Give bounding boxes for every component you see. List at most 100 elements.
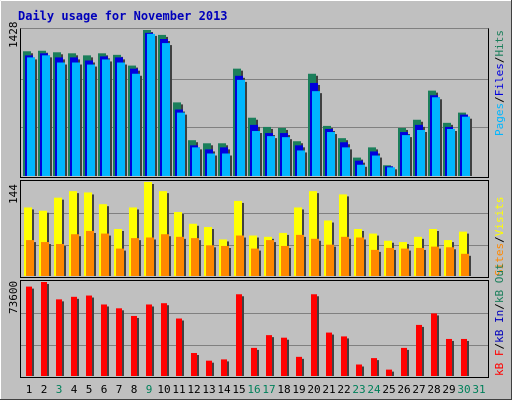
x-tick-label: 31 (472, 383, 485, 396)
pages-bar (87, 64, 95, 176)
sites-bar (206, 245, 214, 276)
sites-bar-shadow (79, 236, 81, 276)
pages-bar (447, 128, 455, 176)
kbf-bar-shadow (47, 284, 49, 376)
x-tick-label: 17 (262, 383, 275, 396)
kbf-bar (56, 299, 62, 376)
sites-bar-shadow (424, 249, 426, 276)
sites-bar (41, 242, 49, 276)
sites-bar-shadow (334, 246, 336, 276)
kbf-bar (251, 347, 257, 376)
kbf-bar (341, 336, 347, 376)
pages-bar-shadow (80, 64, 82, 176)
sites-bar-shadow (169, 236, 171, 276)
pages-bar-shadow (290, 139, 292, 176)
kbf-bar (146, 304, 152, 376)
pages-bar-shadow (350, 149, 352, 176)
sites-bar (281, 245, 289, 276)
sites-bar (221, 245, 229, 276)
x-tick-label: 24 (367, 383, 381, 396)
kbf-bar-shadow (152, 306, 154, 376)
sites-bar-shadow (274, 242, 276, 276)
pages-bar (282, 137, 290, 176)
kbf-bar-shadow (227, 361, 229, 376)
pages-bar-shadow (455, 130, 457, 176)
sites-bar (446, 247, 454, 276)
kbf-bar-shadow (347, 338, 349, 376)
x-tick-label: 18 (277, 383, 290, 396)
x-tick-label: 21 (322, 383, 335, 396)
x-tick-label: 22 (337, 383, 350, 396)
x-tick-label: 5 (86, 383, 93, 396)
x-tick-label: 10 (157, 383, 170, 396)
sites-bar-shadow (109, 235, 111, 276)
kbf-bar-shadow (407, 349, 409, 376)
kbf-bar-shadow (257, 349, 259, 376)
kbf-bar-shadow (137, 317, 139, 376)
x-tick-label: 9 (146, 383, 153, 396)
sites-bar (326, 244, 334, 276)
hits-files-pages-panel (20, 28, 489, 178)
kbf-bar-shadow (467, 340, 469, 376)
x-tick-label: 20 (307, 383, 320, 396)
sites-bar (146, 237, 154, 276)
pages-bar (252, 131, 260, 176)
x-tick-label: 8 (131, 383, 138, 396)
sites-bar-shadow (289, 247, 291, 276)
pages-bar (372, 155, 380, 176)
kbf-bar (221, 359, 227, 376)
visits-bar (54, 197, 62, 276)
pages-bar (432, 97, 440, 176)
pages-bar (132, 73, 140, 176)
pages-bar-shadow (410, 137, 412, 176)
pages-bar-shadow (170, 45, 172, 176)
grid-bottom (21, 313, 488, 346)
x-tick-label: 28 (427, 383, 440, 396)
pages-bar (207, 153, 215, 176)
visits-sites-panel (20, 180, 489, 278)
visits-bar (309, 191, 317, 276)
kbf-bar-shadow (62, 301, 64, 376)
visits-bar-shadow (347, 196, 349, 276)
middle-ymax-label: 144 (7, 184, 20, 204)
bars-top (23, 30, 472, 177)
pages-bar (402, 135, 410, 176)
visits-bar (69, 191, 77, 276)
kbf-bar-shadow (92, 297, 94, 376)
x-tick-label: 2 (41, 383, 48, 396)
kbf-bar (206, 360, 212, 376)
kbf-bar (401, 347, 407, 376)
pages-bar (147, 33, 155, 176)
sites-bar (71, 234, 79, 276)
x-tick-label: 15 (232, 383, 245, 396)
sites-bar (431, 246, 439, 276)
sites-bar-shadow (154, 239, 156, 276)
legend-bottom: kB F/kB In/kB Out (493, 263, 506, 376)
kbf-bar (236, 294, 242, 376)
pages-bar-shadow (65, 64, 67, 176)
kbf-bar-shadow (182, 320, 184, 376)
kbf-bar-shadow (167, 305, 169, 376)
kbf-bar-shadow (317, 296, 319, 376)
kbf-bar-shadow (272, 337, 274, 376)
x-axis-day-labels: 1 2 3 4 5 6 7 8 9 10 11 12 13 14 15 16 17 18 19 20 21 22 23 24 2… (26, 383, 486, 396)
kbf-bar (416, 324, 422, 376)
kbf-bar (386, 369, 392, 376)
kbf-bar (161, 303, 167, 376)
sites-bar (371, 249, 379, 276)
bars-bottom (26, 282, 469, 376)
pages-bar-shadow (125, 64, 127, 176)
sites-bar-shadow (34, 242, 36, 276)
sites-bar (26, 240, 34, 276)
kbf-bar-shadow (362, 366, 364, 376)
bars-middle (24, 182, 471, 276)
x-tick-label: 19 (292, 383, 305, 396)
pages-bar (42, 55, 50, 176)
sites-bar-shadow (49, 244, 51, 276)
pages-bar-shadow (230, 155, 232, 176)
visits-bar-shadow (317, 193, 319, 276)
pages-bar (192, 147, 200, 176)
x-tick-label: 7 (116, 383, 123, 396)
pages-bar-shadow (440, 99, 442, 176)
kbf-bar (371, 358, 377, 376)
